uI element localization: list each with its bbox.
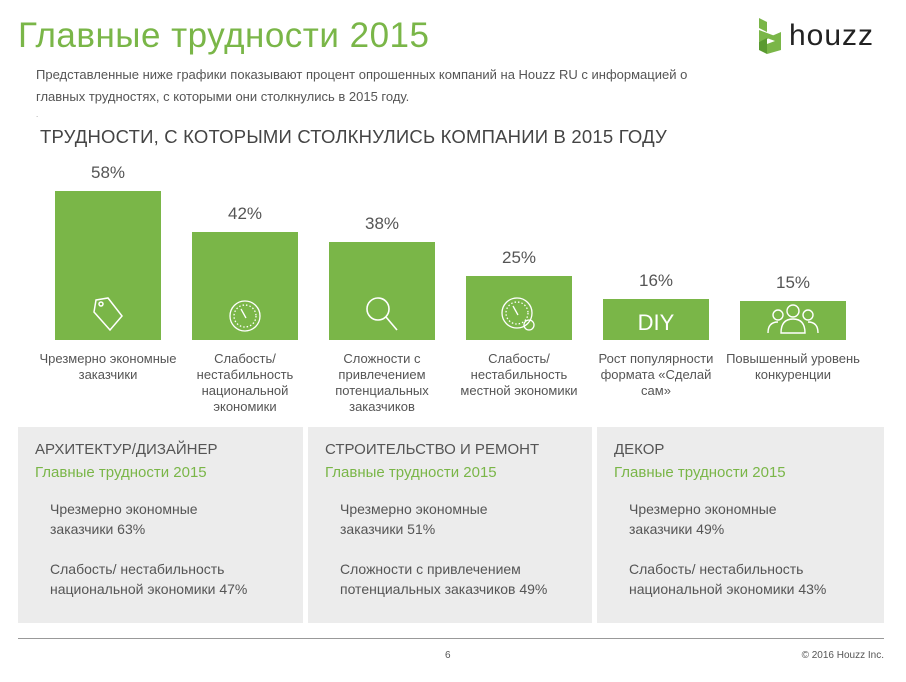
data-label: 25% [501,247,537,267]
panel-item: Чрезмерно экономные заказчики 49% [629,501,777,537]
bar-chart: 58% Чрезмерно экономные заказчики 42% Слабо… [39,163,860,414]
category-label: Рост популярности формата «Сделай сам» [598,351,714,398]
data-label: 16% [638,270,674,290]
data-label: 38% [364,214,400,234]
panel-construction: СТРОИТЕЛЬСТВО И РЕМОНТ Главные трудности… [308,427,592,623]
panel-item: Чрезмерно экономные заказчики 63% [50,501,198,537]
panel-architect: АРХИТЕКТУР/ДИЗАЙНЕР Главные трудности 20… [18,427,303,623]
panel-heading: АРХИТЕКТУР/ДИЗАЙНЕР [35,441,218,458]
gauge-pin-icon [466,296,572,334]
people-icon [740,302,846,334]
panel-subheading: Главные трудности 2015 [325,464,497,481]
category-label: Слабость/ нестабильность национальной эк… [196,351,294,414]
panel-item: Слабость/ нестабильность национальной эк… [629,561,827,597]
panel-item: Сложности с привлечением потенциальных з… [340,561,548,597]
bar [192,232,298,340]
gauge-icon [192,298,298,334]
copyright: © 2016 Houzz Inc. [801,650,884,661]
category-label: Повышенный уровень конкуренции [726,351,860,382]
diy-icon: DIY [637,309,675,335]
category-label: Чрезмерно экономные заказчики [39,351,177,382]
logo-text: houzz [789,19,875,52]
panel-decor: ДЕКОР Главные трудности 2015 Чрезмерно э… [597,427,884,623]
page-title: Главные трудности 2015 [18,16,430,55]
panel-subheading: Главные трудности 2015 [614,464,786,481]
data-label: 42% [227,204,263,224]
dot-mark: . [36,110,39,119]
category-label: Сложности с привлечением потенциальных з… [335,351,429,414]
bar [740,301,846,340]
chart-title: ТРУДНОСТИ, С КОТОРЫМИ СТОЛКНУЛИСЬ КОМПАН… [40,126,667,147]
panel-item: Чрезмерно экономные заказчики 51% [340,501,488,537]
page-number: 6 [445,650,451,661]
footer-divider [18,638,884,639]
panel-item: Слабость/ нестабильность национальной эк… [50,561,248,597]
data-label: 15% [775,273,811,293]
data-label: 58% [90,163,126,182]
panel-heading: ДЕКОР [614,441,665,458]
panel-heading: СТРОИТЕЛЬСТВО И РЕМОНТ [325,441,540,458]
bar [329,242,435,340]
intro-text: Представленные ниже графики показывают п… [36,67,688,104]
magnifier-icon [329,294,435,334]
category-label: Слабость/ нестабильность местной экономи… [460,351,578,398]
bar [466,275,572,340]
bar [55,191,161,340]
bar: DIY [603,298,709,340]
houzz-logo-icon [759,18,781,54]
panel-subheading: Главные трудности 2015 [35,464,207,481]
houzz-logo: houzz [757,18,874,54]
tag-icon [55,294,161,334]
